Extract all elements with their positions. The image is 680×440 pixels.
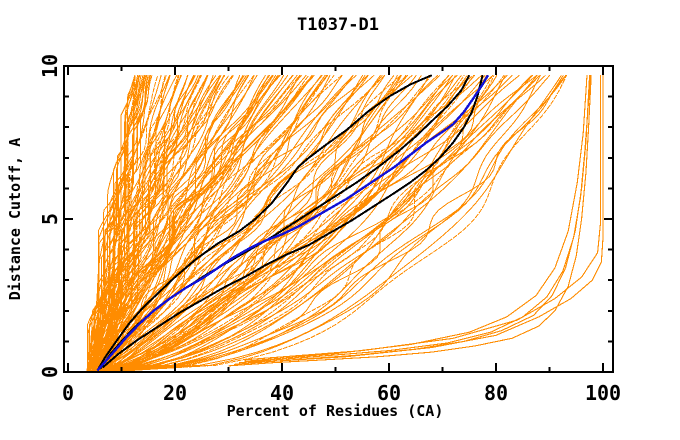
ensemble-curve <box>93 75 241 373</box>
ensemble-curve <box>95 74 289 373</box>
ensemble-curve <box>94 74 465 373</box>
ensemble-curve <box>93 74 233 373</box>
ensemble-curve <box>96 74 483 373</box>
curves-layer <box>86 74 604 373</box>
ensemble-curve <box>92 74 271 373</box>
ensemble-curve <box>101 75 201 373</box>
ensemble-curve <box>87 74 203 373</box>
ensemble-curve <box>109 74 329 373</box>
ensemble-curve <box>97 75 188 373</box>
ensemble-curve <box>93 74 301 373</box>
axes-layer: 0 20 40 60 80 100 0 5 10 <box>38 54 621 405</box>
ensemble-curve <box>107 74 540 373</box>
highlight-blue <box>96 74 490 372</box>
x-axis-label: Percent of Residues (CA) <box>227 402 444 420</box>
ensemble-curve <box>94 75 140 372</box>
y-tick-label: 0 <box>38 366 62 378</box>
y-tick-label: 10 <box>38 54 62 78</box>
ensemble-curve <box>107 74 541 373</box>
chart-title: T1037-D1 <box>297 15 379 35</box>
ensemble-curve <box>94 74 498 373</box>
x-tick-label: 0 <box>62 381 74 405</box>
ensemble-curve <box>103 74 454 373</box>
x-tick-label: 80 <box>484 381 508 405</box>
y-axis-label: Distance Cutoff, A <box>6 138 24 301</box>
reference-3 <box>102 74 484 369</box>
ensemble-curve <box>96 75 167 372</box>
outlier-5 <box>249 75 604 364</box>
ensemble-curve <box>97 74 474 373</box>
ensemble-curve <box>97 74 567 373</box>
ensemble-curve <box>101 74 383 373</box>
ensemble-curve <box>93 74 178 373</box>
reference-1 <box>96 74 433 372</box>
ensemble-curve <box>103 74 395 373</box>
ensemble-curve <box>93 74 508 373</box>
ensemble-curve <box>105 74 195 373</box>
ensemble-curve <box>90 74 541 373</box>
ensemble-curve <box>109 74 280 373</box>
ensemble-curve <box>100 74 364 373</box>
ensemble-curve <box>94 74 386 373</box>
ensemble-curve <box>106 75 149 373</box>
ensemble-curve <box>88 74 369 373</box>
x-tick-label: 40 <box>270 381 294 405</box>
x-tick-label: 60 <box>377 381 401 405</box>
ensemble-curve <box>93 75 136 373</box>
outlier-6 <box>244 75 601 361</box>
ensemble-curve <box>94 74 335 373</box>
ensemble-curve <box>92 74 258 373</box>
ensemble-curve <box>107 74 538 373</box>
ensemble-curve <box>87 74 534 373</box>
ensemble-curve <box>97 74 274 373</box>
ensemble-curve <box>99 74 225 373</box>
ensemble-curve <box>94 74 354 373</box>
outlier-3 <box>239 75 592 364</box>
ensemble-curve <box>103 74 310 373</box>
ensemble-curve <box>110 75 182 373</box>
ensemble-curve <box>106 74 279 373</box>
x-tick-label: 20 <box>163 381 187 405</box>
ensemble-curve <box>88 74 409 373</box>
x-tick-label: 100 <box>585 381 621 405</box>
ensemble-curve <box>105 74 568 373</box>
ensemble-curve <box>90 74 323 373</box>
ensemble-curve <box>90 75 141 373</box>
ensemble-curve <box>95 75 151 373</box>
ensemble-curve <box>95 74 449 373</box>
ensemble-curve <box>109 74 567 373</box>
ensemble-curve <box>105 74 250 373</box>
ensemble-curve <box>96 74 331 373</box>
y-tick-label: 5 <box>38 213 62 225</box>
ensemble-curve <box>92 74 382 373</box>
ensemble-curve <box>105 75 151 373</box>
ensemble-curve <box>93 75 182 373</box>
ensemble-curve <box>93 74 221 372</box>
outlier-1 <box>228 75 592 367</box>
ensemble-curve <box>106 74 450 373</box>
ensemble-curve <box>89 75 136 372</box>
ensemble-curve <box>86 75 141 373</box>
